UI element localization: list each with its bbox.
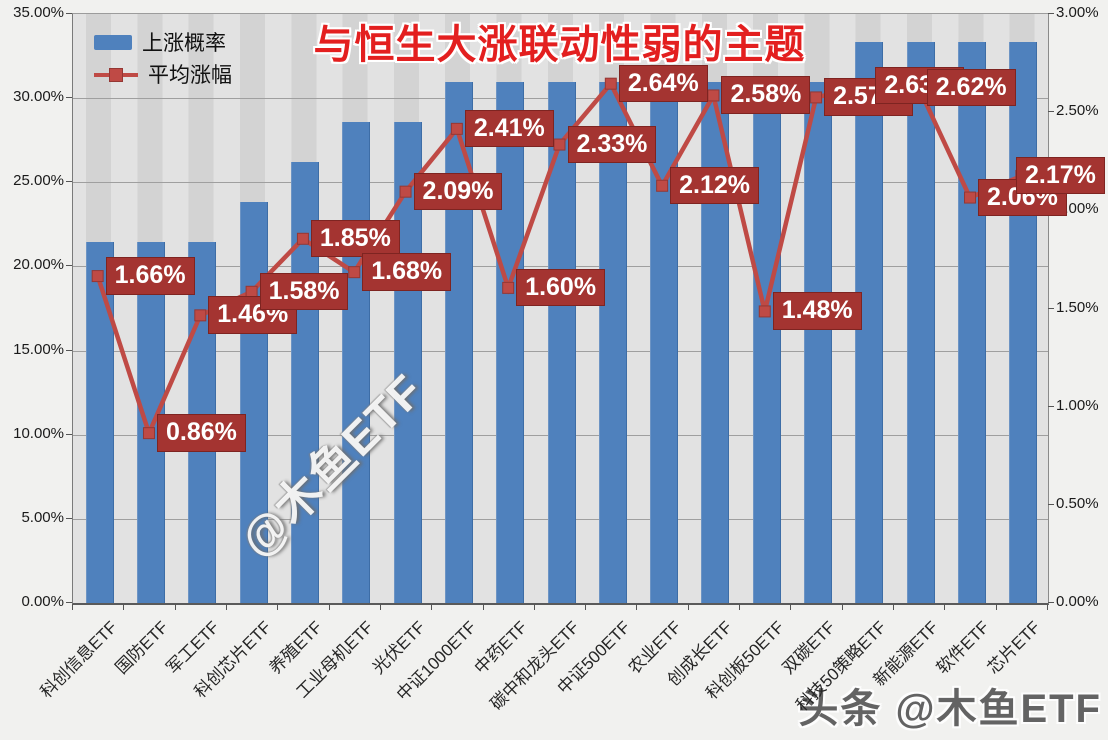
legend-bar-label: 上涨概率 bbox=[142, 32, 226, 55]
legend-item-bar: 上涨概率 bbox=[94, 26, 232, 58]
line-marker bbox=[964, 191, 977, 204]
line-marker bbox=[399, 185, 412, 198]
data-label: 1.48% bbox=[772, 292, 862, 330]
watermark-corner: 头条 @木鱼ETF bbox=[798, 687, 1102, 731]
y-axis-right-label: 0.00% bbox=[1056, 593, 1099, 610]
line-marker bbox=[604, 77, 617, 90]
x-tick-mark bbox=[72, 604, 73, 610]
data-label: 0.86% bbox=[156, 414, 246, 452]
data-label: 2.33% bbox=[567, 125, 657, 164]
line-swatch-icon bbox=[94, 67, 138, 82]
data-label: 2.12% bbox=[670, 166, 760, 205]
x-tick-mark bbox=[174, 604, 176, 610]
x-tick-mark bbox=[328, 604, 330, 610]
right-tick-mark bbox=[1048, 503, 1054, 505]
x-tick-mark bbox=[585, 604, 587, 610]
data-label: 2.58% bbox=[721, 76, 811, 114]
left-tick-mark bbox=[66, 97, 72, 99]
line-marker bbox=[142, 427, 155, 440]
line-marker bbox=[194, 309, 207, 322]
left-tick-mark bbox=[66, 349, 72, 351]
x-tick-mark bbox=[739, 604, 741, 610]
bar bbox=[444, 82, 473, 603]
right-tick-mark bbox=[1048, 13, 1054, 14]
bar bbox=[906, 42, 935, 603]
bar bbox=[342, 122, 371, 603]
line-marker bbox=[348, 266, 361, 279]
x-tick-mark bbox=[687, 604, 689, 610]
bar-swatch-icon bbox=[94, 34, 132, 50]
left-tick-mark bbox=[66, 265, 72, 267]
line-marker bbox=[450, 122, 463, 135]
bar bbox=[958, 42, 987, 603]
x-tick-mark bbox=[123, 604, 125, 610]
data-label: 2.17% bbox=[1016, 156, 1105, 195]
y-axis-right-label: 1.50% bbox=[1056, 298, 1099, 316]
line-marker bbox=[91, 270, 104, 283]
y-axis-right-label: 3.00% bbox=[1056, 4, 1099, 21]
data-label: 1.66% bbox=[105, 257, 195, 295]
line-marker bbox=[758, 305, 771, 318]
data-label: 1.60% bbox=[516, 268, 606, 307]
right-tick-mark bbox=[1048, 111, 1054, 113]
chart-title: 与恒生大涨联动性弱的主题 bbox=[313, 23, 806, 67]
bar bbox=[1009, 42, 1038, 603]
bar bbox=[804, 82, 833, 603]
legend-line-label: 平均涨幅 bbox=[148, 64, 232, 87]
x-tick-mark bbox=[944, 604, 946, 610]
data-label: 1.68% bbox=[362, 253, 452, 291]
data-label: 1.85% bbox=[310, 219, 400, 258]
y-axis-right-label: 0.50% bbox=[1056, 494, 1099, 512]
y-axis-left-label: 15.00% bbox=[13, 340, 64, 358]
x-tick-mark bbox=[225, 604, 227, 610]
bar bbox=[598, 82, 627, 603]
left-tick-mark bbox=[66, 433, 72, 435]
left-tick-mark bbox=[66, 602, 72, 603]
x-tick-mark bbox=[790, 604, 792, 610]
y-axis-left-label: 5.00% bbox=[21, 508, 64, 526]
x-tick-mark bbox=[379, 604, 381, 610]
bar bbox=[496, 82, 525, 603]
y-axis-left-label: 35.00% bbox=[13, 4, 64, 21]
y-axis-left-label: 10.00% bbox=[13, 424, 64, 442]
line-marker bbox=[656, 179, 669, 192]
right-tick-mark bbox=[1048, 602, 1054, 603]
x-tick-mark bbox=[893, 604, 895, 610]
data-label: 1.58% bbox=[259, 272, 349, 311]
data-label: 2.62% bbox=[926, 68, 1016, 107]
left-tick-mark bbox=[66, 13, 72, 14]
line-marker bbox=[502, 281, 515, 294]
x-tick-mark bbox=[277, 604, 279, 610]
line-marker bbox=[707, 89, 720, 102]
bar bbox=[85, 242, 114, 603]
x-tick-mark bbox=[636, 604, 638, 610]
left-tick-mark bbox=[66, 181, 72, 183]
left-tick-mark bbox=[66, 517, 72, 519]
data-label: 2.41% bbox=[464, 109, 554, 148]
y-axis-left-label: 25.00% bbox=[13, 172, 64, 190]
line-marker bbox=[553, 138, 566, 151]
y-axis-left-label: 20.00% bbox=[13, 256, 64, 274]
legend-item-line: 平均涨幅 bbox=[94, 58, 232, 90]
line-series bbox=[95, 79, 1023, 440]
x-tick-mark bbox=[482, 604, 484, 610]
y-axis-right-label: 2.50% bbox=[1056, 102, 1099, 120]
legend: 上涨概率 平均涨幅 bbox=[94, 26, 232, 90]
right-tick-mark bbox=[1048, 307, 1054, 309]
y-axis-right-label: 1.00% bbox=[1056, 396, 1099, 414]
line-marker bbox=[810, 91, 823, 104]
y-axis-left-label: 0.00% bbox=[21, 593, 64, 610]
bar bbox=[239, 202, 268, 603]
right-tick-mark bbox=[1048, 405, 1054, 407]
line-marker bbox=[296, 232, 309, 245]
x-tick-mark bbox=[995, 604, 997, 610]
x-tick-mark bbox=[1047, 604, 1048, 610]
x-tick-mark bbox=[431, 604, 433, 610]
x-tick-mark bbox=[533, 604, 535, 610]
y-axis-left-label: 30.00% bbox=[13, 88, 64, 106]
data-label: 2.64% bbox=[618, 64, 708, 103]
data-label: 2.09% bbox=[413, 172, 503, 211]
x-tick-mark bbox=[841, 604, 843, 610]
